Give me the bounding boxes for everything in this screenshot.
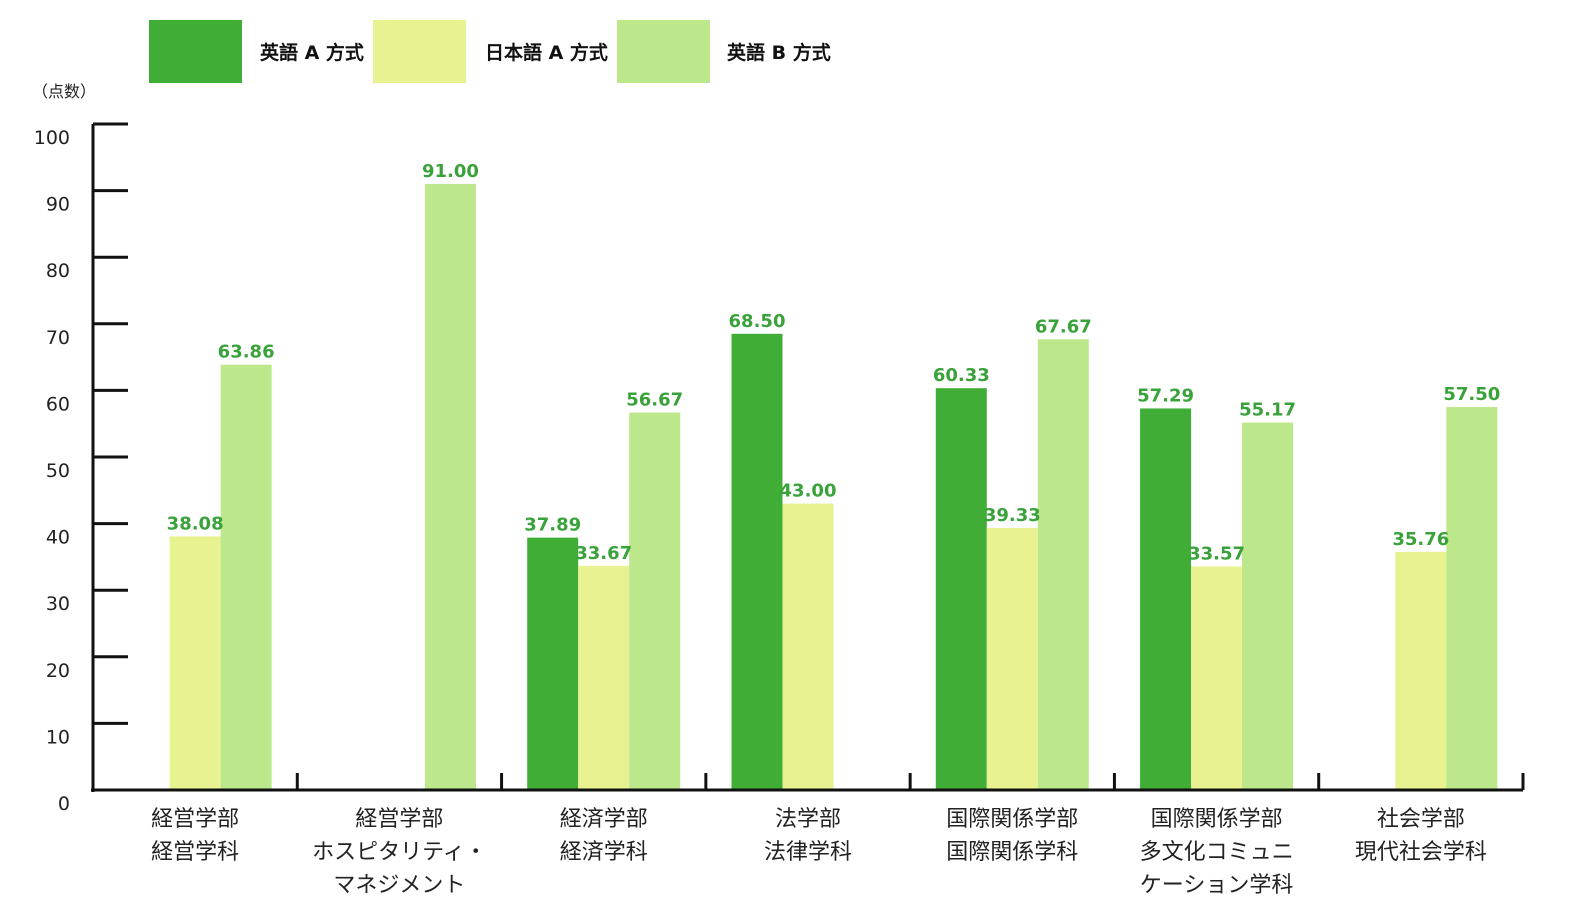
bar bbox=[1140, 408, 1192, 790]
category-label-line: 法学部 bbox=[775, 807, 841, 832]
data-label: 55.17 bbox=[1239, 400, 1296, 421]
data-label: 56.67 bbox=[626, 390, 683, 411]
bar bbox=[1191, 566, 1243, 790]
data-label: 57.29 bbox=[1137, 385, 1194, 406]
data-label: 63.86 bbox=[218, 342, 275, 363]
data-label: 43.00 bbox=[780, 481, 837, 502]
data-label: 37.89 bbox=[524, 515, 581, 536]
data-label: 33.57 bbox=[1188, 543, 1245, 564]
y-tick-label: 80 bbox=[46, 260, 70, 282]
data-label: 68.50 bbox=[729, 311, 786, 332]
legend-item: 英語 B 方式 bbox=[617, 20, 831, 83]
legend-swatch bbox=[149, 20, 242, 83]
bar bbox=[424, 183, 476, 790]
y-tick-label: 20 bbox=[46, 660, 70, 682]
category-label-line: 社会学部 bbox=[1377, 807, 1465, 832]
bar bbox=[629, 412, 681, 790]
category-label-line: 経営学科 bbox=[151, 840, 239, 865]
bar bbox=[527, 537, 579, 790]
legend-item: 英語 A 方式 bbox=[149, 20, 364, 83]
y-tick-label: 70 bbox=[46, 327, 70, 349]
data-label: 33.67 bbox=[575, 543, 632, 564]
category-label-line: 経営学部 bbox=[355, 807, 443, 832]
y-tick-label: 90 bbox=[46, 194, 70, 216]
y-tick-label: 60 bbox=[46, 393, 70, 415]
category-label-line: 法律学科 bbox=[764, 840, 852, 865]
legend-swatch bbox=[617, 20, 710, 83]
y-axis: 0 10 20 30 40 50 60 70 80 90 100 bbox=[34, 122, 128, 815]
legend: 英語 A 方式 日本語 A 方式 英語 B 方式 bbox=[149, 20, 831, 83]
bar bbox=[935, 388, 987, 790]
value-labels: 37.89 68.50 60.33 57.29 38.08 33.67 43.00 39.33… bbox=[167, 161, 1501, 564]
category-label-line: 国際関係学科 bbox=[946, 840, 1078, 865]
legend-label: 英語 A 方式 bbox=[260, 41, 364, 64]
y-tick-label: 30 bbox=[46, 593, 70, 615]
category-label-line: 多文化コミュニ bbox=[1140, 840, 1294, 865]
data-label: 91.00 bbox=[422, 161, 479, 182]
category-label-line: 国際関係学部 bbox=[946, 807, 1078, 832]
y-tick-label: 0 bbox=[58, 793, 70, 815]
category-label-line: ホスピタリティ・ bbox=[312, 840, 487, 865]
category-label-line: 現代社会学科 bbox=[1355, 840, 1487, 865]
category-label-line: マネジメント bbox=[333, 873, 465, 898]
category-label-line: 経済学部 bbox=[560, 807, 648, 832]
bar bbox=[220, 364, 272, 790]
data-label: 38.08 bbox=[167, 513, 224, 534]
legend-label: 日本語 A 方式 bbox=[485, 41, 608, 64]
bar bbox=[731, 333, 783, 790]
legend-swatch bbox=[373, 20, 466, 83]
bar bbox=[169, 536, 221, 790]
data-label: 35.76 bbox=[1392, 529, 1449, 550]
data-label: 60.33 bbox=[933, 365, 990, 386]
bar bbox=[1446, 407, 1498, 790]
legend-label: 英語 B 方式 bbox=[727, 41, 831, 64]
bar bbox=[1395, 551, 1447, 790]
y-tick-label: 40 bbox=[46, 527, 70, 549]
bar bbox=[1037, 339, 1089, 790]
legend-item: 日本語 A 方式 bbox=[373, 20, 608, 83]
bar bbox=[1242, 422, 1294, 790]
data-label: 39.33 bbox=[984, 505, 1041, 526]
bar bbox=[986, 528, 1038, 790]
data-label: 67.67 bbox=[1035, 316, 1092, 337]
y-axis-unit-label: （点数） bbox=[32, 82, 96, 101]
category-label-line: ケーション学科 bbox=[1140, 873, 1294, 898]
bar bbox=[782, 503, 834, 790]
bars bbox=[169, 183, 1498, 790]
category-label-line: 経済学科 bbox=[560, 840, 648, 865]
y-tick-label: 10 bbox=[46, 726, 70, 748]
category-label-line: 経営学部 bbox=[151, 807, 239, 832]
category-label-line: 国際関係学部 bbox=[1151, 807, 1283, 832]
bar bbox=[578, 565, 630, 790]
y-tick-label: 100 bbox=[34, 127, 70, 149]
data-label: 57.50 bbox=[1443, 384, 1500, 405]
y-tick-label: 50 bbox=[46, 460, 70, 482]
x-axis: 経営学部経営学科経営学部ホスピタリティ・マネジメント経済学部経済学科法学部法律学… bbox=[91, 773, 1525, 898]
